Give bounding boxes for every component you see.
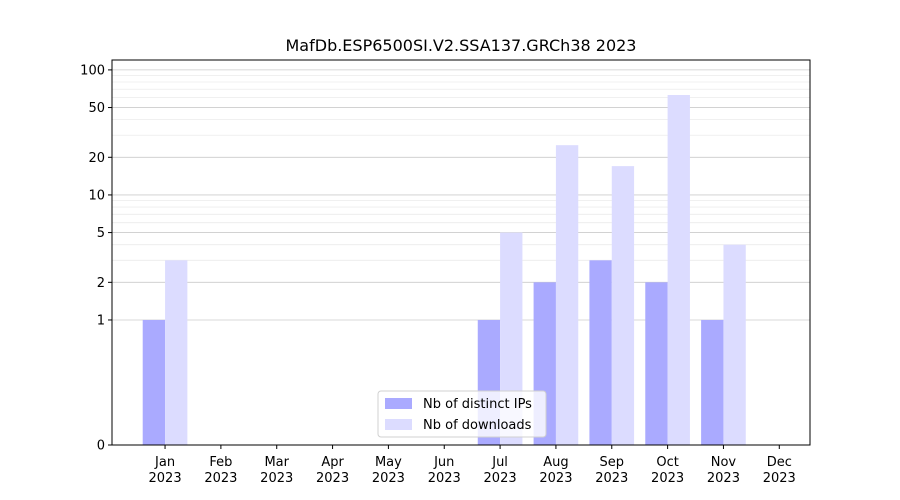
x-tick-label: Jul 2023 [484, 455, 517, 486]
x-tick-label: Jun 2023 [428, 455, 461, 486]
legend-box [377, 390, 547, 438]
x-tick-label: Dec 2023 [763, 455, 796, 486]
y-tick-label: 5 [97, 226, 105, 241]
y-tick-label: 50 [88, 101, 105, 116]
x-tick-label: Sep 2023 [595, 455, 628, 486]
legend-label: Nb of distinct IPs [423, 397, 532, 412]
x-tick-label: Oct 2023 [651, 455, 684, 486]
legend-label: Nb of downloads [423, 418, 532, 433]
x-tick-label: Mar 2023 [260, 455, 293, 486]
chart-title: MafDb.ESP6500SI.V2.SSA137.GRCh38 2023 [286, 36, 637, 55]
bar-downloads [555, 145, 579, 445]
x-tick-label: Nov 2023 [707, 455, 740, 486]
x-tick-label: Aug 2023 [539, 455, 572, 486]
y-tick-label: 100 [80, 63, 105, 78]
y-tick-label: 10 [88, 188, 105, 203]
x-tick-label: May 2023 [372, 455, 405, 486]
x-tick-label: Feb 2023 [204, 455, 237, 486]
x-tick-label: Apr 2023 [316, 455, 349, 486]
bar-distinct-ips [701, 319, 724, 445]
bar-downloads [165, 260, 188, 445]
plot-frame [111, 59, 811, 446]
y-tick-label: 20 [88, 151, 105, 166]
bar-downloads [723, 244, 746, 445]
bar-downloads [667, 94, 690, 446]
bar-distinct-ips [645, 282, 668, 445]
x-tick-label: Jan 2023 [149, 455, 182, 486]
bar-distinct-ips [142, 319, 166, 445]
y-tick-label: 2 [97, 276, 105, 291]
y-tick-label: 0 [97, 439, 105, 454]
bar-downloads [611, 166, 635, 445]
legend-swatch [385, 419, 412, 430]
y-tick-label: 1 [97, 313, 105, 328]
bar-distinct-ips [589, 260, 612, 445]
y-axis: 0 1 2 5 10 20 50 100 [80, 63, 112, 454]
legend-swatch [385, 398, 412, 409]
legend: Nb of distinct IPs Nb of downloads [377, 390, 547, 438]
x-axis: Jan 2023 Feb 2023 Mar 2023 Apr 2023 May 2023 Jun 20… [149, 445, 796, 486]
